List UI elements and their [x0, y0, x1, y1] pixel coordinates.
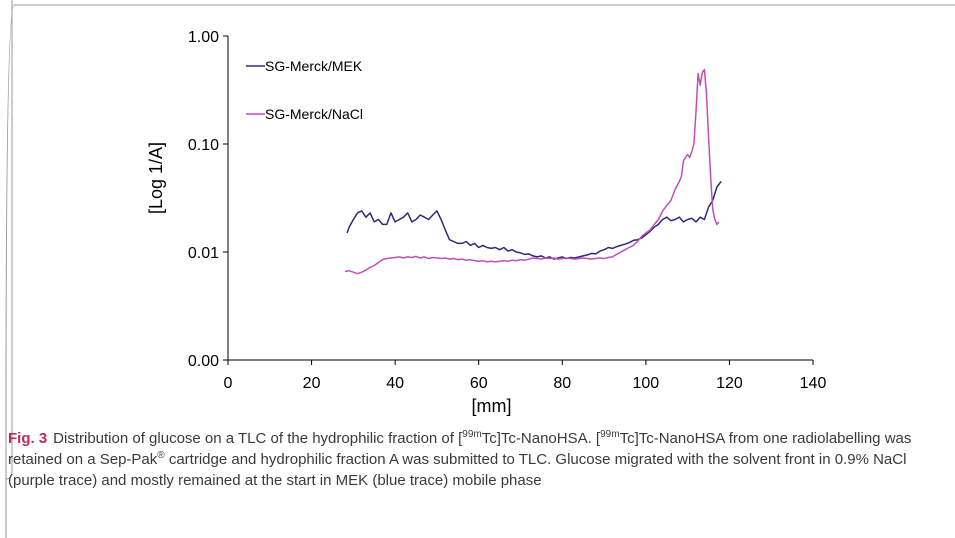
y-tick-label: 0.01: [188, 245, 219, 262]
axes: 0 20 40 60 80 100 120 140 0.00 0.01 0.10 1.00 [mm] [L…: [146, 29, 826, 416]
series-line-1: [346, 181, 722, 260]
series-line-2: [344, 68, 720, 275]
caption-sup-1: 99m: [462, 429, 482, 440]
legend: SG-Merck/MEK SG-Merck/NaCl: [246, 58, 363, 122]
y-tick-label: 0.00: [188, 353, 219, 370]
y-tick-label: 0.10: [188, 137, 219, 154]
caption-text-1: Distribution of glucose on a TLC of the …: [53, 430, 463, 447]
caption-text-4: cartridge and hydrophilic fraction A was…: [8, 451, 907, 489]
caption-sup-3: ®: [157, 450, 165, 461]
y-tick-label: 1.00: [188, 29, 219, 46]
x-tick-label: 120: [716, 375, 743, 392]
y-axis-label: [Log 1/A]: [146, 142, 166, 214]
x-tick-label: 0: [224, 375, 233, 392]
x-axis-label: [mm]: [472, 396, 512, 416]
legend-label-1: SG-Merck/MEK: [265, 58, 363, 74]
x-tick-label: 20: [303, 375, 321, 392]
legend-label-2: SG-Merck/NaCl: [265, 106, 363, 122]
x-tick-label: 140: [800, 375, 827, 392]
series-layer: [344, 68, 722, 275]
x-tick-label: 100: [633, 375, 660, 392]
x-tick-label: 40: [386, 375, 404, 392]
caption-sup-2: 99m: [600, 429, 620, 440]
x-tick-label: 80: [553, 375, 571, 392]
figure-caption: Fig. 3 Distribution of glucose on a TLC o…: [8, 428, 948, 491]
x-tick-label: 60: [470, 375, 488, 392]
caption-label: Fig. 3: [8, 430, 48, 447]
caption-text-2: Tc]Tc-NanoHSA. [: [481, 430, 601, 447]
caption-text-3: Tc]Tc-NanoHSA from one radiolabelling wa…: [8, 430, 912, 468]
chart: 0 20 40 60 80 100 120 140 0.00 0.01 0.10 1.00 [mm] [L…: [146, 29, 826, 416]
